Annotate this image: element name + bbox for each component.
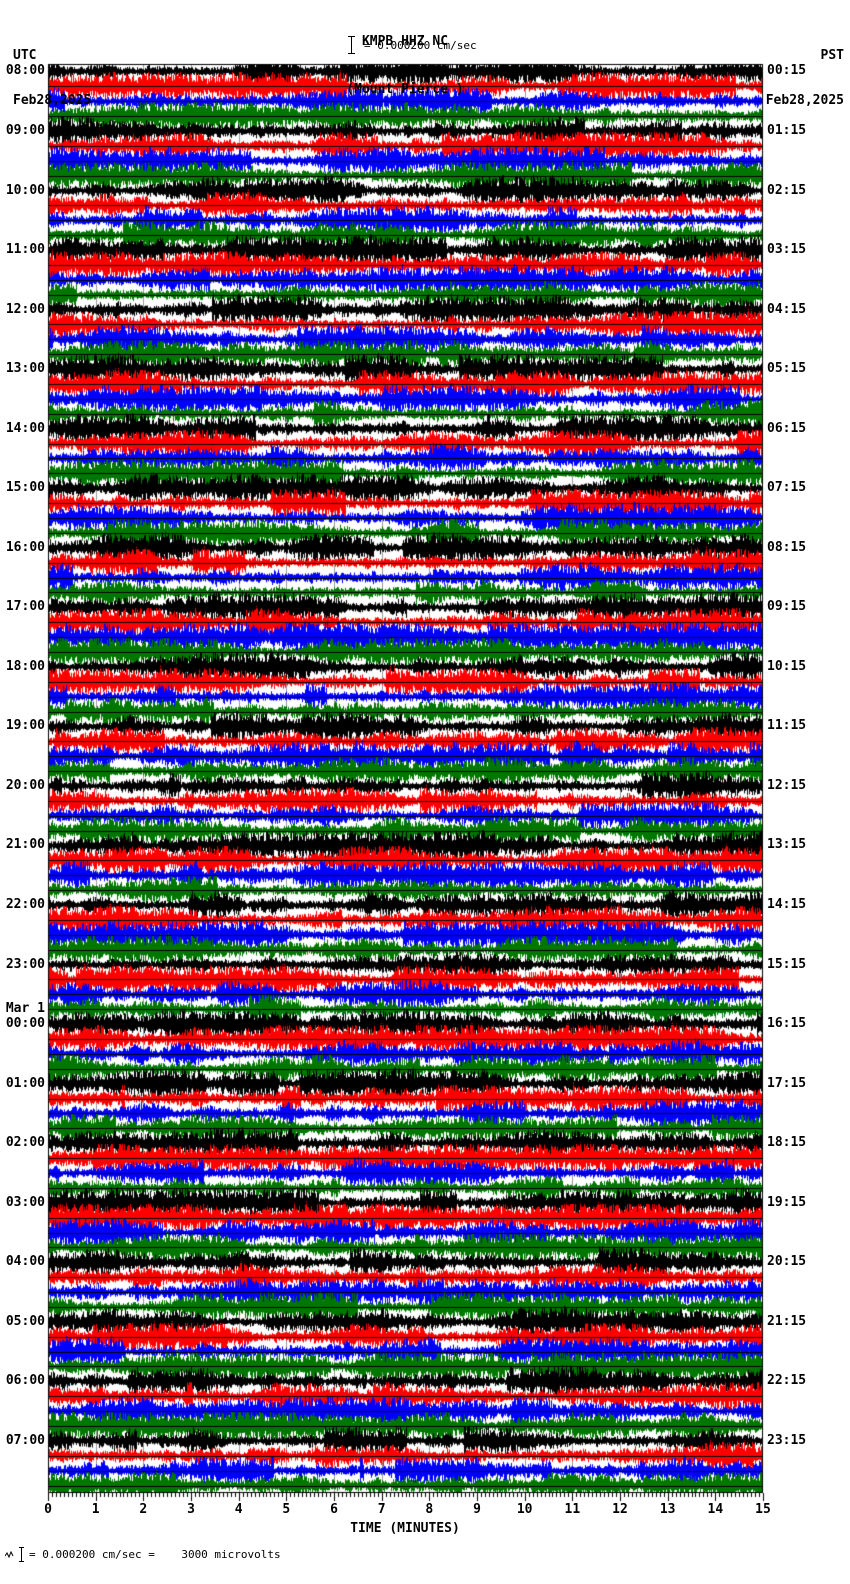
utc-hour-label: 08:00: [5, 63, 45, 79]
pst-hour-label: 07:15: [767, 480, 807, 496]
utc-hour-label: 23:00: [5, 956, 45, 972]
pst-hour-label: 12:15: [767, 777, 807, 793]
x-axis-tick-label: 5: [282, 1502, 291, 1517]
header-left: UTC Feb28,2025: [13, 18, 91, 138]
pst-hour-label: 19:15: [767, 1194, 807, 1210]
utc-hour-label: 15:00: [5, 480, 45, 496]
utc-hour-label: 06:00: [5, 1373, 45, 1389]
footer-scale-bar-icon: [19, 1547, 24, 1562]
utc-hour-label: 12:00: [5, 301, 45, 317]
utc-hour-label: 17:00: [5, 599, 45, 615]
utc-hour-label: 03:00: [5, 1194, 45, 1210]
footer-scale: = 0.000200 cm/sec = 3000 microvolts: [5, 1547, 281, 1562]
utc-hour-label: 14:00: [5, 420, 45, 436]
x-axis-tick-label: 15: [755, 1502, 771, 1517]
x-axis-tick-label: 9: [473, 1502, 481, 1517]
pst-hour-label: 17:15: [767, 1075, 807, 1091]
x-axis-tick-label: 8: [425, 1502, 434, 1517]
pst-hour-label: 02:15: [767, 182, 807, 198]
header-right: PST Feb28,2025: [766, 18, 844, 138]
x-axis-tick-label: 7: [377, 1502, 386, 1517]
x-axis-title: TIME (MINUTES): [350, 1521, 460, 1536]
utc-hour-label: 16:00: [5, 539, 45, 555]
utc-hour-label: 09:00: [5, 122, 45, 138]
pst-hour-label: 04:15: [767, 301, 807, 317]
utc-hour-label: 10:00: [5, 182, 45, 198]
scale-bar-icon: [348, 36, 355, 54]
utc-hour-label: 18:00: [5, 658, 45, 674]
left-timezone-label: UTC: [13, 48, 37, 63]
header-center: KMPB HHZ NC (Mount Pierce ): [346, 2, 463, 130]
x-axis-tick-label: 14: [707, 1502, 724, 1517]
utc-hour-label: 11:00: [5, 242, 45, 258]
amplitude-scale: = 0.000200 cm/sec: [348, 36, 477, 54]
pst-hour-label: 03:15: [767, 242, 807, 258]
x-axis-tick-label: 3: [187, 1502, 195, 1517]
pst-hour-label: 00:15: [767, 63, 807, 79]
utc-hour-label: 00:00: [5, 1016, 45, 1032]
pst-hour-label: 21:15: [767, 1313, 807, 1329]
date-rollover-label: Mar 1: [5, 1001, 45, 1017]
utc-hour-label: 07:00: [5, 1432, 45, 1448]
x-axis-tick-label: 11: [564, 1502, 581, 1517]
x-axis-tick-label: 4: [234, 1502, 243, 1517]
utc-hour-label: 19:00: [5, 718, 45, 734]
x-axis-tick-label: 13: [659, 1502, 676, 1517]
pst-hour-label: 18:15: [767, 1135, 807, 1151]
right-date-label: Feb28,2025: [765, 93, 844, 108]
station-title: KMPB HHZ NC: [361, 34, 449, 49]
x-axis-tick-label: 0: [44, 1502, 52, 1517]
pst-hour-label: 09:15: [767, 599, 807, 615]
x-axis-tick-label: 12: [612, 1502, 628, 1517]
pst-hour-label: 15:15: [767, 956, 807, 972]
utc-hour-label: 05:00: [5, 1313, 45, 1329]
utc-hour-label: 21:00: [5, 837, 45, 853]
pst-hour-label: 10:15: [767, 658, 807, 674]
pst-hour-label: 16:15: [767, 1016, 807, 1032]
pst-hour-label: 23:15: [767, 1432, 807, 1448]
waveform-icon: [5, 1550, 14, 1559]
pst-hour-label: 06:15: [767, 420, 807, 436]
pst-hour-label: 13:15: [767, 837, 807, 853]
utc-hour-label: 22:00: [5, 897, 45, 913]
utc-hour-label: 02:00: [5, 1135, 45, 1151]
left-date-label: Feb28,2025: [13, 93, 92, 108]
station-location: (Mount Pierce ): [346, 82, 464, 97]
right-timezone-label: PST: [820, 48, 844, 63]
x-axis-tick-label: 1: [91, 1502, 100, 1517]
utc-hour-label: 13:00: [5, 361, 45, 377]
x-axis-tick-label: 10: [516, 1502, 533, 1517]
utc-hour-label: 04:00: [5, 1254, 45, 1270]
amplitude-scale-text: = 0.000200 cm/sec: [364, 38, 477, 52]
pst-hour-label: 20:15: [767, 1254, 807, 1270]
pst-hour-label: 01:15: [767, 122, 807, 138]
utc-hour-label: 20:00: [5, 777, 45, 793]
pst-hour-label: 11:15: [767, 718, 807, 734]
pst-hour-label: 14:15: [767, 897, 807, 913]
utc-hour-label: 01:00: [5, 1075, 45, 1091]
x-axis-tick-label: 6: [330, 1502, 338, 1517]
pst-hour-label: 05:15: [767, 361, 807, 377]
pst-hour-label: 08:15: [767, 539, 807, 555]
footer-scale-text: = 0.000200 cm/sec = 3000 microvolts: [29, 1548, 281, 1561]
x-axis-tick-label: 2: [139, 1502, 148, 1517]
pst-hour-label: 22:15: [767, 1373, 807, 1389]
